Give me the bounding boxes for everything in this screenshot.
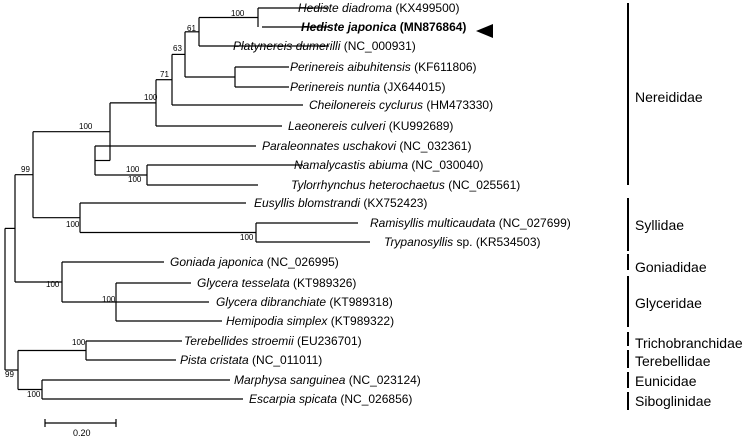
taxon-label: Perinereis aibuhitensis (KF611806) (290, 60, 477, 74)
taxon-label: Cheilonereis cyclurus (HM473330) (309, 98, 493, 112)
bootstrap-value: 100 (72, 338, 86, 347)
bootstrap-value: 100 (144, 93, 158, 102)
bootstrap-value: 61 (187, 24, 196, 33)
taxon-label: Laeonereis culveri (KU992689) (288, 119, 453, 133)
taxon-species-name: Paraleonnates uschakovi (262, 139, 396, 153)
taxon-accession: (KT989322) (327, 314, 394, 328)
taxon-accession: (NC_023124) (345, 373, 420, 387)
taxon-species-name: Marphysa sanguinea (234, 373, 346, 387)
taxon-species-name: Tylorrhynchus heterochaetus (291, 178, 445, 192)
taxon-species-name: Terebellides stroemii (184, 334, 294, 348)
taxon-accession: (NC_027699) (495, 216, 570, 230)
taxon-species-name: Perinereis aibuhitensis (290, 60, 411, 74)
taxon-species-name: Hediste japonica (301, 20, 397, 34)
taxon-label: Terebellides stroemii (EU236701) (184, 334, 362, 348)
bootstrap-values: 1006163711001001001009910010010010010099… (5, 9, 254, 399)
scale-bar: 0.20 (44, 419, 117, 437)
taxon-species-name: Perinereis nuntia (290, 80, 380, 94)
taxon-species-name: Cheilonereis cyclurus (309, 98, 423, 112)
taxon-species-name: Glycera tesselata (197, 276, 290, 290)
taxon-label: Goniada japonica (NC_026995) (170, 255, 339, 269)
taxon-labels: Hediste diadroma (KX499500) Hediste japon… (170, 1, 571, 406)
taxon-species-name: Laeonereis culveri (288, 119, 386, 133)
taxon-label: Trypanosyllis sp. (KR534503) (384, 235, 541, 249)
taxon-label: Eusyllis blomstrandi (KX752423) (254, 196, 427, 210)
taxon-species-name: Hediste diadroma (298, 1, 392, 15)
bootstrap-value: 99 (5, 370, 14, 379)
taxon-accession: (NC_026856) (337, 392, 412, 406)
taxon-label: Platynereis dumerilli (NC_000931) (233, 39, 416, 53)
bootstrap-value: 100 (240, 233, 254, 242)
family-label: Nereididae (635, 89, 703, 105)
taxon-accession: (NC_025561) (445, 178, 520, 192)
family-label: Glyceridae (635, 295, 702, 311)
taxon-species-name: Namalycastis abiuma (294, 158, 408, 172)
taxon-label: Pista cristata (NC_011011) (180, 353, 322, 367)
taxon-label: Hediste diadroma (KX499500) (298, 1, 459, 15)
taxon-accession: (NC_032361) (396, 139, 471, 153)
taxon-species-name: Trypanosyllis (384, 235, 453, 249)
taxon-label: Marphysa sanguinea (NC_023124) (234, 373, 421, 387)
taxon-accession: (EU236701) (294, 334, 362, 348)
taxon-accession: (MN876864) (396, 20, 466, 34)
tree-branches (4, 7, 370, 400)
highlight-arrow-icon (476, 24, 493, 38)
taxon-label: Perinereis nuntia (JX644015) (290, 80, 445, 94)
taxon-label: Glycera dibranchiate (KT989318) (216, 295, 393, 309)
taxon-label: Hemipodia simplex (KT989322) (226, 314, 394, 328)
taxon-species-name: Pista cristata (180, 353, 249, 367)
bootstrap-value: 100 (27, 390, 41, 399)
bootstrap-value: 100 (128, 175, 142, 184)
taxon-species-name: Eusyllis blomstrandi (254, 196, 360, 210)
taxon-accession: (HM473330) (423, 98, 493, 112)
family-label: Trichobranchidae (635, 335, 743, 351)
taxon-accession: (NC_000931) (340, 39, 415, 53)
taxon-accession: (KT989318) (326, 295, 393, 309)
taxon-accession: (NC_030040) (408, 158, 483, 172)
taxon-label: Namalycastis abiuma (NC_030040) (294, 158, 483, 172)
taxon-label: Hediste japonica (MN876864) (301, 20, 466, 34)
family-label: Terebellidae (635, 353, 711, 369)
taxon-label: Escarpia spicata (NC_026856) (249, 392, 412, 406)
family-label: Siboglinidae (635, 393, 711, 409)
taxon-species-name: Goniada japonica (170, 255, 264, 269)
taxon-label: Ramisyllis multicaudata (NC_027699) (370, 216, 571, 230)
taxon-accession: (KU992689) (385, 119, 453, 133)
family-labels: Nereididae Syllidae Goniadidae Glyceridae Tr… (635, 89, 743, 409)
bootstrap-value: 100 (102, 295, 116, 304)
taxon-accession: (KR534503) (472, 235, 540, 249)
taxon-accession: (KT989326) (290, 276, 357, 290)
taxon-label: Glycera tesselata (KT989326) (197, 276, 356, 290)
taxon-accession: (KX499500) (392, 1, 459, 15)
family-label: Goniadidae (635, 259, 707, 275)
bootstrap-value: 71 (160, 70, 169, 79)
taxon-label: Tylorrhynchus heterochaetus (NC_025561) (291, 178, 520, 192)
bootstrap-value: 100 (231, 9, 245, 18)
taxon-species-name: Escarpia spicata (249, 392, 337, 406)
taxon-accession: (KF611806) (411, 60, 477, 74)
taxon-label: Paraleonnates uschakovi (NC_032361) (262, 139, 471, 153)
bootstrap-value: 100 (66, 220, 80, 229)
taxon-species-name: Glycera dibranchiate (216, 295, 326, 309)
bootstrap-value: 63 (173, 44, 182, 53)
bootstrap-value: 99 (21, 165, 30, 174)
scale-bar-label: 0.20 (73, 428, 91, 437)
taxon-species-name: Ramisyllis multicaudata (370, 216, 496, 230)
family-label: Syllidae (635, 217, 684, 233)
bootstrap-value: 100 (46, 280, 60, 289)
bootstrap-value: 100 (126, 165, 140, 174)
bootstrap-value: 100 (79, 122, 93, 131)
taxon-accession: (NC_026995) (263, 255, 338, 269)
taxon-accession: (KX752423) (360, 196, 427, 210)
taxon-sp-abbrev: sp. (453, 235, 472, 249)
family-label: Eunicidae (635, 373, 697, 389)
taxon-accession: (JX644015) (380, 80, 445, 94)
taxon-species-name: Platynereis dumerilli (233, 39, 341, 53)
taxon-accession: (NC_011011) (249, 353, 323, 367)
taxon-species-name: Hemipodia simplex (226, 314, 328, 328)
